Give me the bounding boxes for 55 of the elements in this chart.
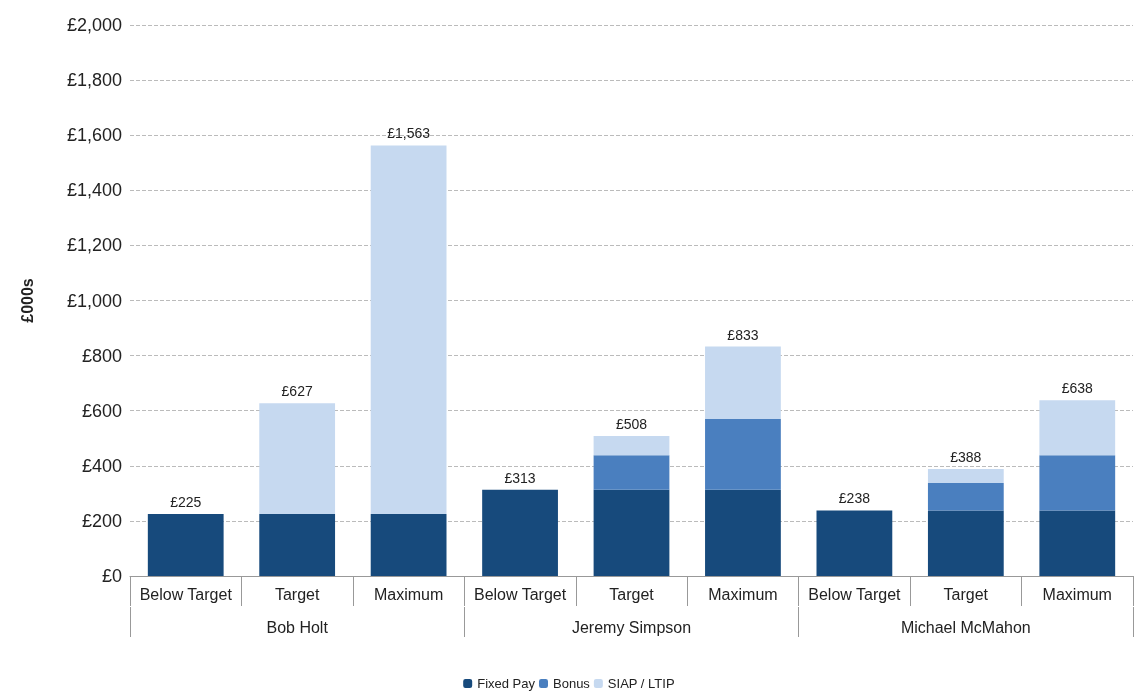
bar bbox=[482, 489, 558, 576]
bar bbox=[1039, 510, 1116, 576]
bar bbox=[259, 514, 336, 576]
y-tick-label: £1,200 bbox=[66, 235, 122, 256]
y-tick-label: £1,800 bbox=[66, 70, 122, 91]
bar bbox=[705, 346, 781, 419]
bar bbox=[927, 510, 1004, 576]
bar bbox=[259, 403, 336, 515]
total-label: £627 bbox=[281, 383, 313, 400]
y-tick-label: £200 bbox=[81, 510, 122, 531]
y-tick-label: £2,000 bbox=[66, 15, 122, 35]
bar bbox=[1039, 455, 1116, 511]
y-tick-label: £1,400 bbox=[66, 180, 122, 201]
x-tick-label: Below Target bbox=[139, 585, 233, 603]
x-tick-label: Below Target bbox=[808, 585, 902, 603]
y-tick-label: £400 bbox=[81, 455, 122, 476]
y-tick-label: £0 bbox=[101, 566, 122, 586]
x-tick-label: Below Target bbox=[473, 585, 567, 603]
y-tick-label: £1,000 bbox=[66, 290, 122, 311]
bar bbox=[593, 436, 670, 456]
text: Bob Holt bbox=[266, 618, 329, 636]
bar bbox=[370, 514, 447, 576]
x-tick-label: Maximum bbox=[708, 585, 778, 603]
bar bbox=[593, 455, 670, 490]
total-label: £1,563 bbox=[387, 125, 431, 142]
total-label: £313 bbox=[504, 469, 536, 486]
bar bbox=[816, 510, 893, 576]
x-tick-label: Maximum bbox=[1042, 585, 1112, 603]
x-tick-label: Target bbox=[274, 585, 320, 603]
total-label: £833 bbox=[727, 326, 759, 343]
bar bbox=[593, 489, 670, 576]
total-label: £638 bbox=[1061, 380, 1094, 397]
bar bbox=[927, 469, 1004, 483]
bar bbox=[1039, 400, 1116, 456]
x-tick-label: Maximum bbox=[373, 585, 444, 603]
bar bbox=[705, 418, 781, 490]
bar bbox=[370, 145, 447, 515]
total-label: £225 bbox=[170, 494, 202, 511]
text: Michael McMahon bbox=[900, 618, 1031, 636]
bar bbox=[705, 489, 781, 576]
legend-label: SIAP / LTIP bbox=[607, 676, 675, 691]
bar bbox=[147, 514, 224, 576]
total-label: £238 bbox=[838, 490, 871, 507]
legend-label: Bonus bbox=[553, 676, 591, 691]
y-tick-label: £800 bbox=[81, 345, 122, 366]
bar bbox=[927, 482, 1004, 511]
y-axis-title: £000s bbox=[18, 278, 36, 323]
text: Jeremy Simpson bbox=[571, 618, 692, 636]
x-tick-label: Target bbox=[609, 585, 655, 603]
legend-label: Fixed Pay bbox=[477, 676, 536, 691]
total-label: £508 bbox=[615, 416, 648, 433]
y-tick-label: £1,600 bbox=[66, 125, 122, 146]
y-tick-label: £600 bbox=[81, 400, 122, 421]
total-label: £388 bbox=[950, 449, 982, 466]
x-tick-label: Target bbox=[943, 585, 989, 603]
